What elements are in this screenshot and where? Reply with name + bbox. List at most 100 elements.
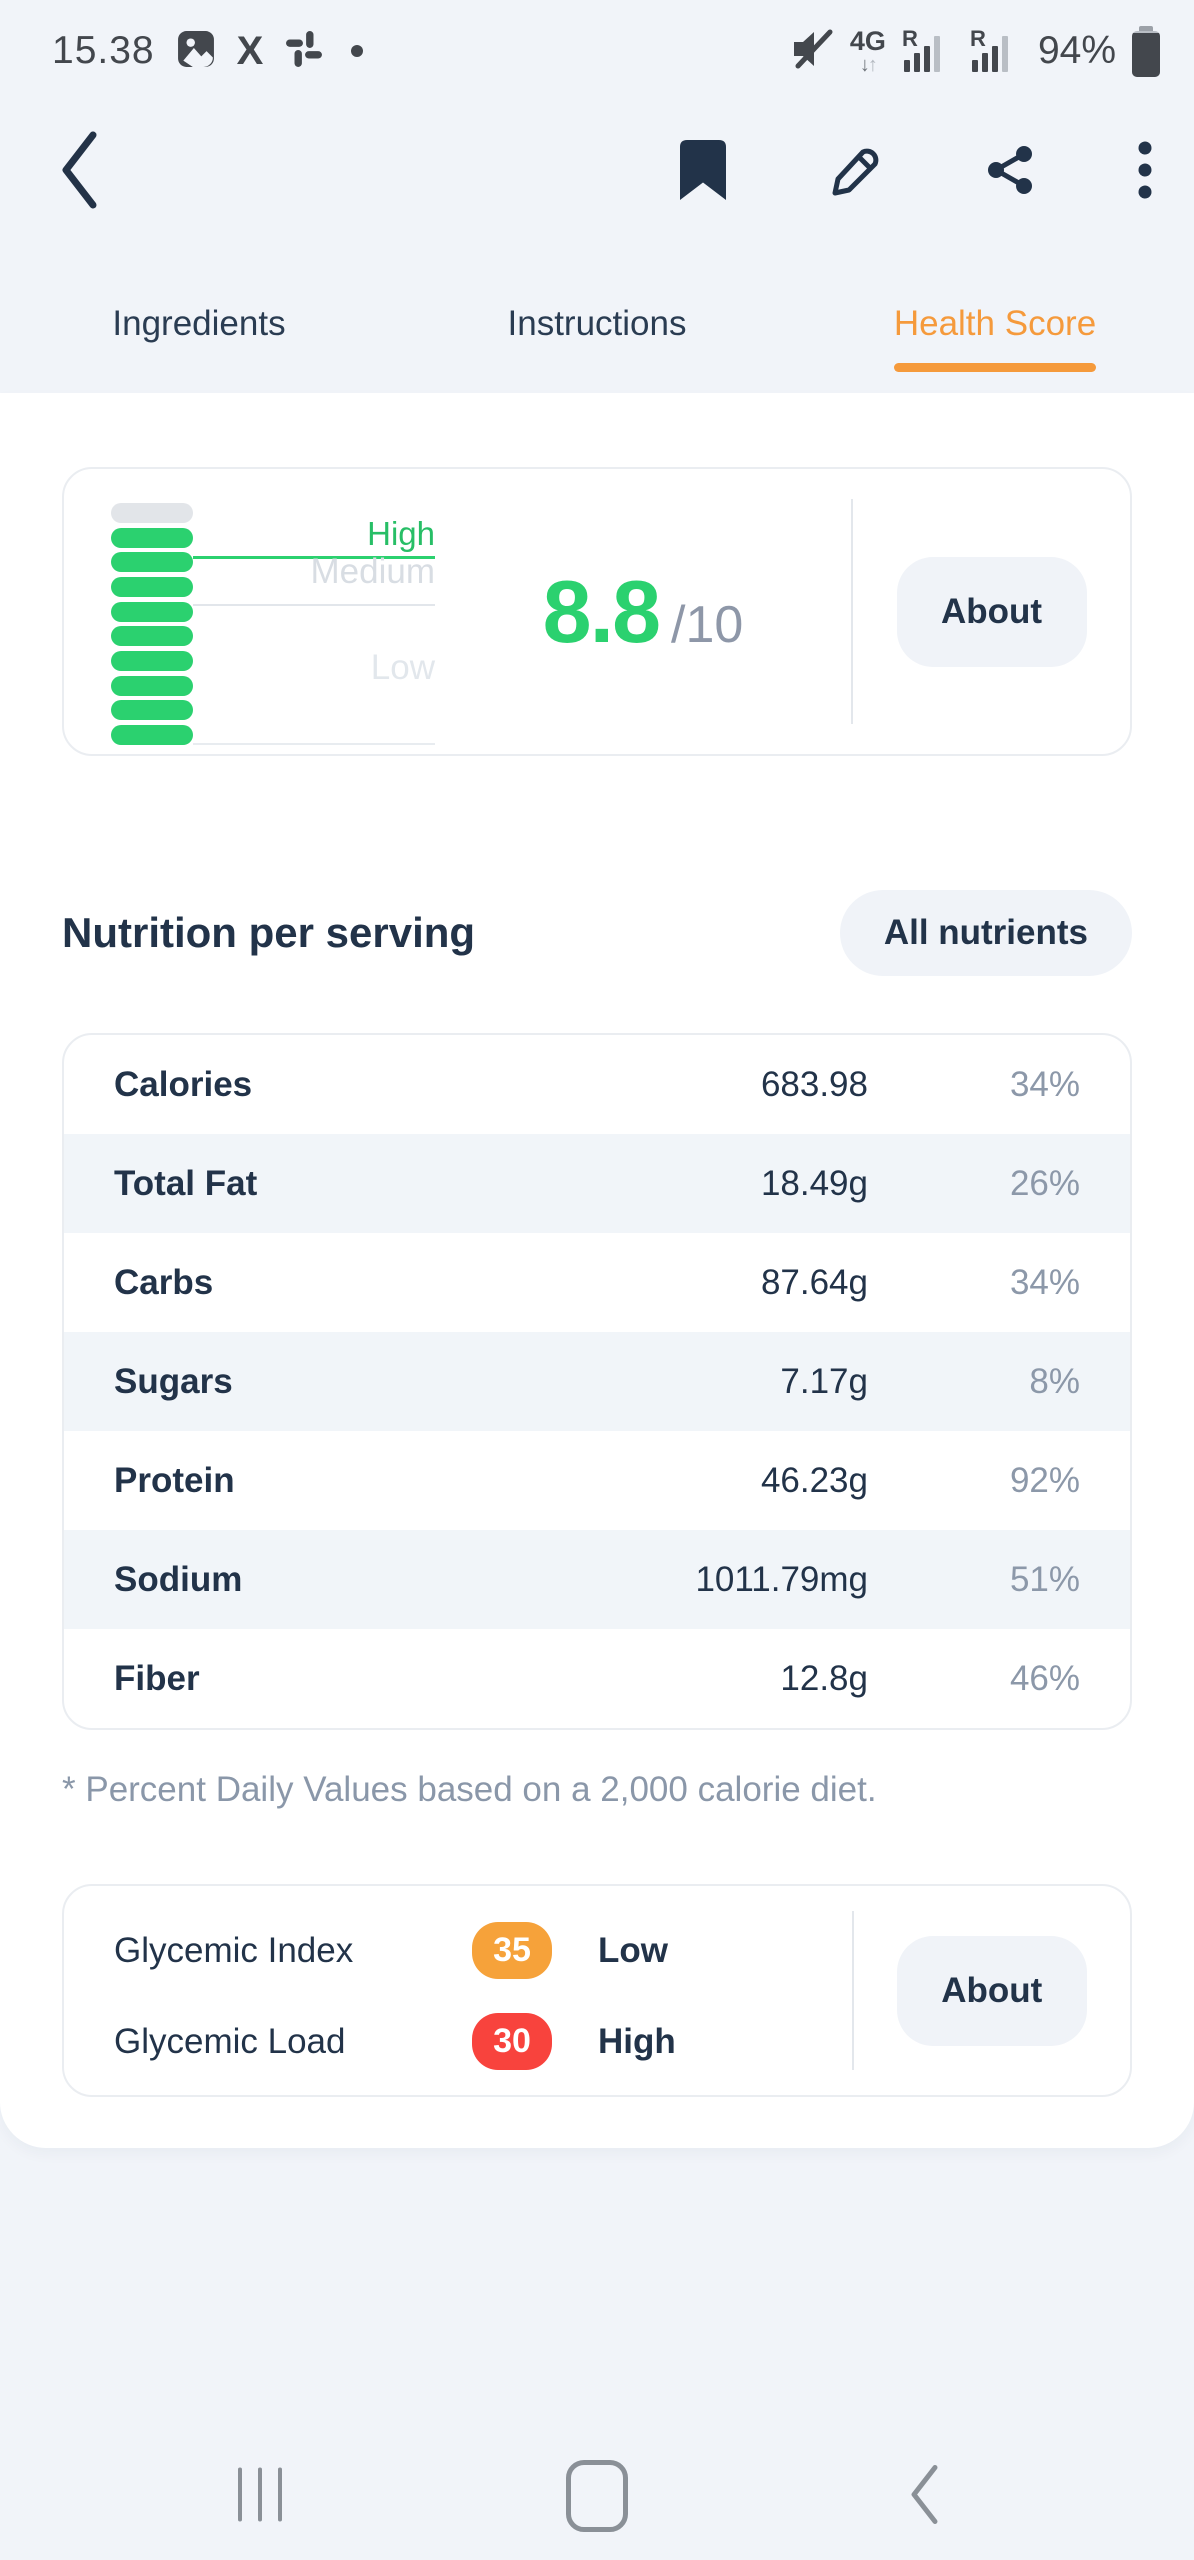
roaming-label: R	[901, 26, 918, 51]
nutrient-value: 46.23g	[760, 1460, 868, 1500]
status-right: 4G ↓↑ R R 94%	[792, 25, 1160, 77]
health-score-value: 8.8 /10	[435, 469, 851, 754]
meter-segment	[111, 650, 193, 671]
table-row: Total Fat 18.49g 26%	[64, 1134, 1130, 1233]
table-row: Calories 683.98 34%	[64, 1035, 1130, 1134]
table-row: Fiber 12.8g 46%	[64, 1629, 1130, 1728]
score-max: /10	[671, 595, 744, 654]
glycemic-about-button[interactable]: About	[896, 1935, 1087, 2046]
glycemic-rows: Glycemic Index 35 Low Glycemic Load 30 H…	[64, 1886, 852, 2095]
nutrient-name: Total Fat	[114, 1163, 258, 1203]
home-button[interactable]	[566, 2460, 628, 2532]
toolbar	[0, 92, 1194, 250]
network-4g-indicator: 4G ↓↑	[849, 25, 886, 76]
nutrient-daily-value: 34%	[1009, 1262, 1080, 1302]
share-icon	[986, 145, 1034, 198]
nutrient-daily-value: 92%	[1009, 1460, 1080, 1500]
meter-segment	[111, 675, 193, 696]
tab-label: Instructions	[507, 304, 687, 343]
nutrient-name: Fiber	[114, 1658, 200, 1698]
status-bar: 15.38 X 4G ↓↑ R	[0, 0, 1194, 92]
glycemic-level-label: High	[598, 2021, 676, 2061]
table-row: Sugars 7.17g 8%	[64, 1332, 1130, 1431]
bookmark-button[interactable]	[680, 139, 726, 203]
nutrient-daily-value: 46%	[1009, 1658, 1080, 1698]
data-arrows-icon: ↓↑	[859, 53, 878, 76]
bookmark-icon	[680, 139, 726, 203]
roaming-label: R	[969, 26, 986, 51]
score-number: 8.8	[542, 561, 661, 661]
meter-segment	[111, 503, 193, 524]
glycemic-name: Glycemic Load	[114, 2021, 346, 2061]
tab-bar: Ingredients Instructions Health Score	[0, 250, 1194, 393]
glycemic-load-badge: 30	[472, 2013, 552, 2070]
level-low-label: Low	[193, 606, 435, 745]
network-type-label: 4G	[849, 25, 886, 56]
health-score-card: High Medium Low 8.8 /10 About	[62, 467, 1132, 756]
tab-ingredients[interactable]: Ingredients	[0, 304, 398, 372]
tab-label: Health Score	[893, 304, 1097, 372]
slack-icon	[285, 30, 323, 73]
glycemic-card: Glycemic Index 35 Low Glycemic Load 30 H…	[62, 1884, 1132, 2097]
nutrient-name: Sugars	[114, 1361, 233, 1401]
back-button[interactable]	[58, 128, 100, 215]
glycemic-level-label: Low	[598, 1930, 668, 1970]
tab-label: Ingredients	[112, 304, 286, 343]
table-row: Protein 46.23g 92%	[64, 1431, 1130, 1530]
glycemic-name: Glycemic Index	[114, 1930, 354, 1970]
signal-sim2-icon: R	[969, 26, 1022, 74]
health-meter-levels: High Medium Low	[193, 503, 435, 745]
x-app-icon: X	[236, 28, 264, 73]
health-score-about-button[interactable]: About	[896, 556, 1087, 667]
pencil-icon	[830, 144, 882, 199]
about-wrap: About	[853, 469, 1130, 754]
nutrient-name: Calories	[114, 1064, 253, 1104]
meter-segment	[111, 552, 193, 573]
nutrient-daily-value: 34%	[1009, 1064, 1080, 1104]
signal-bars-icon	[903, 36, 940, 72]
battery-percent-label: 94%	[1037, 29, 1116, 72]
back-chevron-icon	[908, 2465, 940, 2529]
all-nutrients-button[interactable]: All nutrients	[839, 890, 1132, 976]
tab-instructions[interactable]: Instructions	[398, 304, 796, 372]
nav-back-button[interactable]	[908, 2464, 940, 2529]
nutrient-name: Carbs	[114, 1262, 214, 1302]
signal-bars-icon	[971, 36, 1008, 72]
battery-icon	[1132, 25, 1160, 77]
nutrient-daily-value: 8%	[1029, 1361, 1080, 1401]
meter-segment	[111, 527, 193, 548]
nutrient-value: 18.49g	[760, 1163, 868, 1203]
status-left: 15.38 X	[52, 28, 364, 74]
home-icon	[566, 2460, 628, 2532]
nutrient-daily-value: 51%	[1009, 1559, 1080, 1599]
content-sheet: High Medium Low 8.8 /10 About Nutrition …	[0, 393, 1194, 2148]
tab-health-score[interactable]: Health Score	[796, 304, 1194, 372]
meter-segment	[111, 576, 193, 598]
nutrient-value: 7.17g	[780, 1361, 868, 1401]
recents-button[interactable]	[236, 2467, 284, 2526]
nutrient-value: 1011.79mg	[695, 1559, 868, 1599]
daily-values-footnote: * Percent Daily Values based on a 2,000 …	[62, 1770, 877, 1809]
nutrition-title: Nutrition per serving	[62, 909, 476, 956]
edit-button[interactable]	[830, 144, 882, 199]
glycemic-load-row: Glycemic Load 30 High	[114, 2013, 852, 2070]
meter-segment	[111, 700, 193, 721]
chevron-left-icon	[58, 128, 100, 215]
clock: 15.38	[52, 29, 155, 72]
system-nav-bar	[0, 2432, 1194, 2560]
level-high-label: High	[193, 503, 435, 559]
about-wrap: About	[854, 1886, 1130, 2095]
nutrient-value: 87.64g	[760, 1262, 868, 1302]
nutrient-daily-value: 26%	[1009, 1163, 1080, 1203]
sound-muted-icon	[792, 29, 834, 74]
signal-sim1-icon: R	[901, 26, 954, 74]
nutrient-value: 683.98	[760, 1064, 868, 1104]
more-options-button[interactable]	[1138, 141, 1152, 202]
notification-dot-icon	[351, 45, 364, 57]
top-region: 15.38 X 4G ↓↑ R	[0, 0, 1194, 393]
nutrition-header: Nutrition per serving All nutrients	[62, 890, 1132, 976]
table-row: Carbs 87.64g 34%	[64, 1233, 1130, 1332]
nutrient-name: Protein	[114, 1460, 235, 1500]
share-button[interactable]	[986, 145, 1034, 198]
